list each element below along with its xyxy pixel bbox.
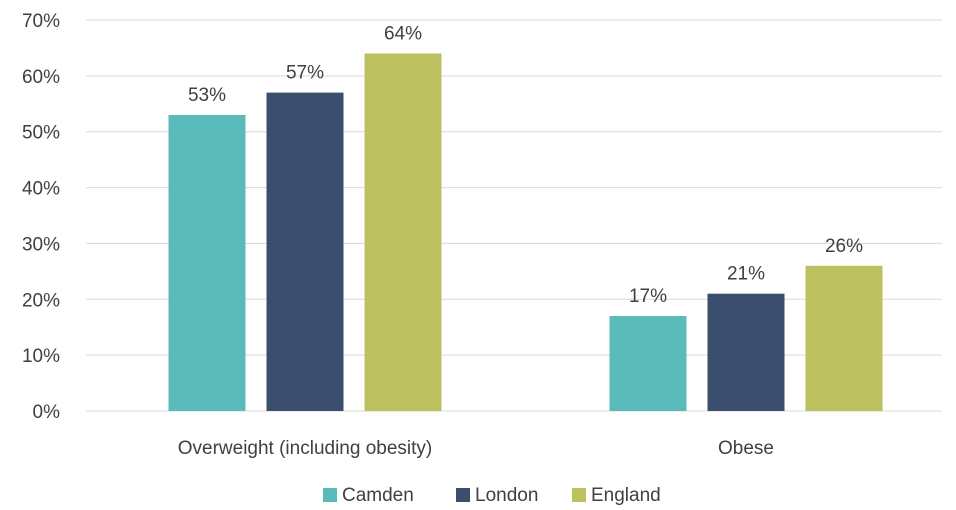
bar-camden-1 (168, 114, 246, 411)
legend: Camden London England (323, 485, 661, 506)
y-tick-label: 60% (22, 67, 60, 88)
bar-england-1 (364, 53, 442, 412)
x-axis: Overweight (including obesity) Obese (178, 438, 774, 459)
data-label-camden-1: 53% (188, 85, 226, 106)
bars (168, 53, 883, 412)
legend-swatch-london (456, 488, 470, 502)
y-tick-label: 50% (22, 123, 60, 144)
legend-swatch-england (572, 488, 586, 502)
bar-london-1 (266, 92, 344, 411)
legend-label-camden: Camden (342, 485, 414, 506)
y-tick-label: 70% (22, 11, 60, 32)
data-label-london-1: 57% (286, 63, 324, 84)
x-category-label: Overweight (including obesity) (178, 438, 433, 459)
y-axis: 0% 10% 20% 30% 40% 50% 60% 70% (22, 11, 60, 423)
y-tick-label: 10% (22, 346, 60, 367)
y-tick-label: 30% (22, 234, 60, 255)
y-tick-label: 40% (22, 179, 60, 200)
bar-camden-2 (609, 316, 687, 411)
data-label-camden-2: 17% (629, 286, 667, 307)
legend-label-england: England (591, 485, 661, 506)
data-label-england-1: 64% (384, 24, 422, 45)
bar-england-2 (805, 265, 883, 411)
legend-swatch-camden (323, 488, 337, 502)
data-labels: 53% 57% 64% 17% 21% 26% (188, 24, 863, 308)
data-label-england-2: 26% (825, 236, 863, 257)
bar-london-2 (707, 293, 785, 411)
legend-label-london: London (475, 485, 538, 506)
data-label-london-2: 21% (727, 264, 765, 285)
y-tick-label: 20% (22, 290, 60, 311)
x-category-label: Obese (718, 438, 774, 459)
y-tick-label: 0% (33, 402, 61, 423)
